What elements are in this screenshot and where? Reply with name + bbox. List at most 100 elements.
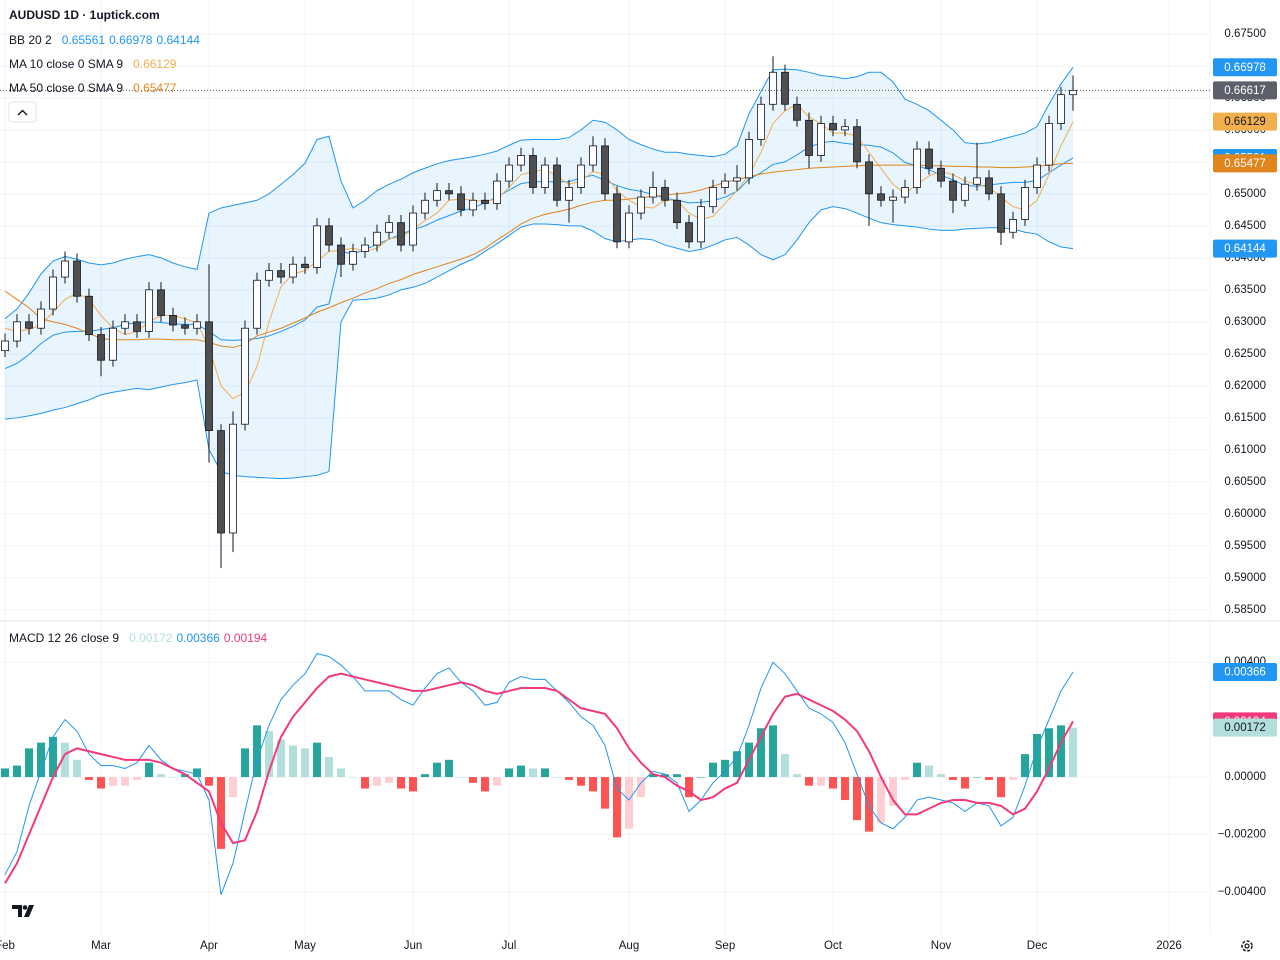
x-tick-label: Mar xyxy=(91,940,111,952)
candle-body xyxy=(589,145,597,166)
legend-name: MA 10 close 0 SMA 9 xyxy=(9,57,124,71)
histogram-bar xyxy=(985,777,993,780)
candle-body xyxy=(481,199,489,204)
histogram-bar xyxy=(229,777,237,798)
collapse-button[interactable] xyxy=(8,101,37,123)
axis-badge-label: 0.66617 xyxy=(1224,85,1266,97)
candle-body xyxy=(925,148,933,169)
axis-badge xyxy=(1213,154,1277,173)
axis-badge-label: 0.66978 xyxy=(1224,62,1266,74)
histogram-bar xyxy=(385,777,393,783)
histogram-bar xyxy=(181,774,189,778)
x-tick-label: Nov xyxy=(931,940,952,952)
histogram-bar xyxy=(1021,754,1029,778)
candle-body xyxy=(493,180,501,204)
candle-body xyxy=(253,279,261,329)
histogram-bar xyxy=(253,725,261,778)
candle-body xyxy=(529,155,537,188)
histogram-bar xyxy=(13,765,21,778)
axis-badge-label: 0.66129 xyxy=(1224,116,1266,128)
histogram-bar xyxy=(781,754,789,778)
histogram-bar xyxy=(289,745,297,778)
histogram-bar xyxy=(661,774,669,778)
legend-value: 0.00194 xyxy=(223,631,268,645)
candle-body xyxy=(13,321,21,342)
y-tick-label: 0.60500 xyxy=(1224,476,1266,488)
candle-body xyxy=(433,190,441,201)
candle-body xyxy=(841,126,849,131)
candle-body xyxy=(385,222,393,233)
bollinger-lower xyxy=(4,206,1074,480)
candle-body xyxy=(685,222,693,243)
histogram-bar xyxy=(493,777,501,786)
candle-body xyxy=(73,260,81,297)
histogram-bar xyxy=(997,777,1005,798)
histogram-bar xyxy=(61,742,69,778)
candle-body xyxy=(61,260,69,278)
x-tick-label: Feb xyxy=(0,940,15,952)
bollinger-upper xyxy=(4,67,1074,320)
candle-body xyxy=(997,193,1005,233)
histogram-bar xyxy=(577,777,585,786)
histogram-bar xyxy=(925,765,933,778)
y-tick-label: −0.00400 xyxy=(1218,886,1266,898)
candle-body xyxy=(565,187,573,201)
candle-body xyxy=(937,167,945,182)
histogram-bar xyxy=(325,756,333,778)
tradingview-logo[interactable] xyxy=(12,905,34,917)
histogram-bar xyxy=(769,725,777,778)
axis-badge xyxy=(1213,112,1277,131)
y-tick-label: 0.59000 xyxy=(1224,572,1266,584)
histogram-bar xyxy=(301,748,309,778)
histogram-bar xyxy=(841,777,849,801)
histogram-bar xyxy=(193,768,201,778)
y-tick-label: 0.60000 xyxy=(1224,508,1266,520)
axis-badge xyxy=(1213,58,1277,77)
y-tick-label: 0.63500 xyxy=(1224,284,1266,296)
histogram-bar xyxy=(961,777,969,789)
y-tick-label: 0.67500 xyxy=(1224,28,1266,40)
y-tick-label: 0.64500 xyxy=(1224,220,1266,232)
histogram-bar xyxy=(1069,727,1077,778)
legend-row: MA 10 close 0 SMA 9 0.66129 xyxy=(9,57,180,71)
settings-gear[interactable] xyxy=(1241,940,1253,952)
candle-body xyxy=(649,187,657,198)
histogram-bar xyxy=(625,777,633,829)
histogram-bar xyxy=(1045,728,1053,778)
legend-name: MACD 12 26 close 9 xyxy=(9,631,120,645)
candle-body xyxy=(901,187,909,198)
histogram-bar xyxy=(697,777,705,778)
candle-body xyxy=(697,206,705,243)
histogram-bar xyxy=(1,768,9,778)
candle-body xyxy=(721,180,729,188)
axis-badge xyxy=(1213,662,1277,681)
histogram-bar xyxy=(1009,777,1017,780)
candle-body xyxy=(1021,187,1029,220)
candle-body xyxy=(205,321,213,432)
y-tick-label: 0.63000 xyxy=(1224,316,1266,328)
candle-body xyxy=(469,199,477,211)
histogram-bar xyxy=(589,777,597,792)
histogram-bar xyxy=(337,768,345,778)
histogram-bar xyxy=(889,777,897,806)
candle-body xyxy=(985,177,993,195)
candle-body xyxy=(793,103,801,121)
candle-body xyxy=(637,196,645,214)
macd-line xyxy=(4,653,1074,895)
y-tick-label: 0.65000 xyxy=(1224,188,1266,200)
histogram-bar xyxy=(949,777,957,780)
candle-body xyxy=(1033,164,1041,188)
histogram-bar xyxy=(469,777,477,783)
histogram-bar xyxy=(1033,733,1041,778)
legend-value: 0.64144 xyxy=(156,33,200,47)
candle-body xyxy=(1045,123,1053,166)
candle-body xyxy=(37,308,45,329)
candle-body xyxy=(397,222,405,246)
candle-body xyxy=(373,231,381,246)
axis-badge-label: 0.65477 xyxy=(1224,158,1266,170)
candle-body xyxy=(877,193,885,201)
x-tick-label: May xyxy=(294,940,316,952)
legend-value: 0.66129 xyxy=(133,57,177,71)
histogram-bar xyxy=(541,768,549,778)
